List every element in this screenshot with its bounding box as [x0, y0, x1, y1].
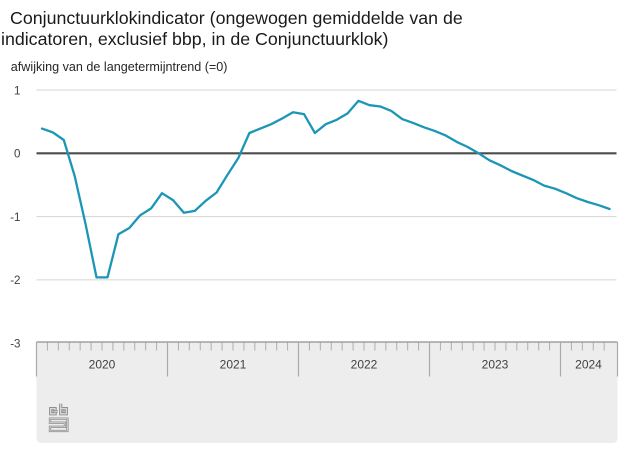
svg-text:1: 1 [14, 84, 20, 97]
svg-text:0: 0 [14, 148, 20, 161]
svg-text:-2: -2 [10, 274, 20, 287]
svg-text:-1: -1 [10, 211, 20, 224]
svg-text:2021: 2021 [220, 358, 247, 372]
svg-text:2022: 2022 [351, 358, 378, 372]
svg-text:-3: -3 [10, 338, 20, 351]
svg-text:2023: 2023 [482, 358, 509, 372]
svg-text:2020: 2020 [89, 358, 116, 372]
svg-text:2024: 2024 [575, 358, 602, 372]
